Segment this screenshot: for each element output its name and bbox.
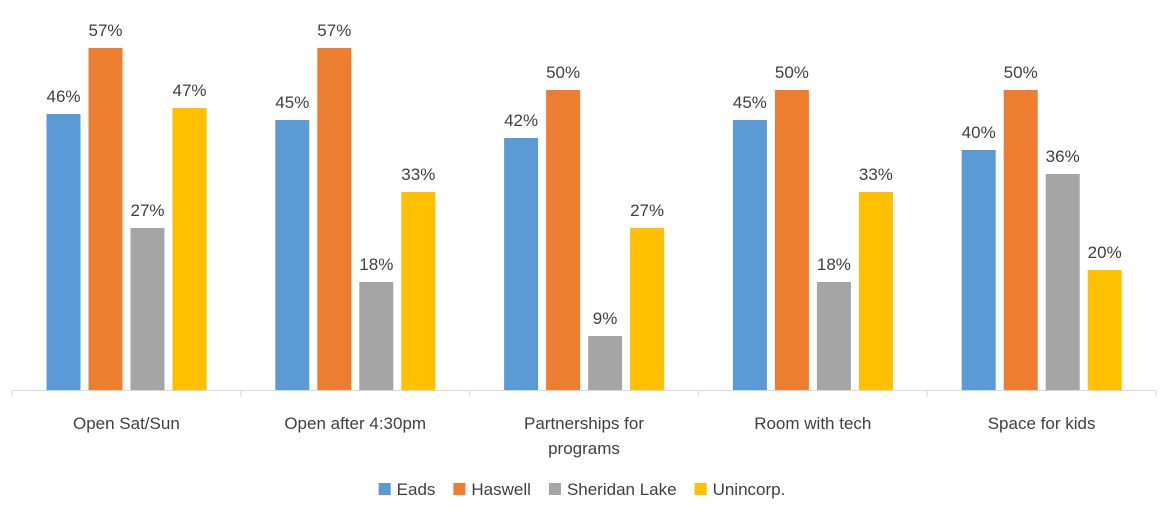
bar-sheridan-lake-1 [130, 228, 165, 390]
bar-eads-4 [732, 120, 767, 390]
bar-sheridan-lake-4 [816, 282, 851, 390]
data-label-unincorp--4: 33% [859, 165, 893, 184]
data-label-eads-4: 45% [733, 93, 767, 112]
bar-eads-3 [504, 138, 539, 390]
legend-label-sheridan-lake: Sheridan Lake [567, 480, 677, 499]
data-label-sheridan-lake-1: 27% [130, 201, 164, 220]
data-label-eads-1: 46% [46, 87, 80, 106]
data-label-sheridan-lake-2: 18% [359, 255, 393, 274]
legend-swatch-eads [378, 483, 391, 495]
data-label-eads-2: 45% [275, 93, 309, 112]
bar-unincorp--2 [401, 192, 436, 390]
category-label-3: Partnerships for [524, 414, 644, 433]
data-label-unincorp--3: 27% [630, 201, 664, 220]
category-label-2: Open after 4:30pm [284, 414, 426, 433]
legend-swatch-unincorp- [694, 483, 707, 495]
bar-eads-2 [275, 120, 310, 390]
legend-swatch-sheridan-lake [548, 483, 561, 495]
bar-eads-1 [46, 114, 81, 390]
bar-sheridan-lake-5 [1045, 174, 1080, 390]
category-label-5: Space for kids [988, 414, 1096, 433]
bar-eads-5 [961, 150, 996, 390]
data-label-sheridan-lake-3: 9% [593, 309, 618, 328]
bar-unincorp--4 [858, 192, 893, 390]
bar-sheridan-lake-3 [588, 336, 623, 390]
bar-unincorp--5 [1087, 270, 1122, 390]
legend-swatch-haswell [453, 483, 466, 495]
bar-sheridan-lake-2 [359, 282, 394, 390]
bar-haswell-5 [1003, 90, 1038, 390]
legend-label-haswell: Haswell [471, 480, 531, 499]
data-label-haswell-1: 57% [88, 21, 122, 40]
data-label-haswell-2: 57% [317, 21, 351, 40]
bar-haswell-3 [546, 90, 581, 390]
data-label-haswell-3: 50% [546, 63, 580, 82]
data-label-eads-5: 40% [962, 123, 996, 142]
data-label-haswell-4: 50% [775, 63, 809, 82]
data-label-unincorp--5: 20% [1088, 243, 1122, 262]
data-label-unincorp--2: 33% [401, 165, 435, 184]
data-label-sheridan-lake-5: 36% [1046, 147, 1080, 166]
data-label-haswell-5: 50% [1004, 63, 1038, 82]
category-label-4: Room with tech [754, 414, 871, 433]
bar-haswell-1 [88, 48, 123, 390]
data-label-unincorp--1: 47% [172, 81, 206, 100]
data-label-sheridan-lake-4: 18% [817, 255, 851, 274]
bar-unincorp--1 [172, 108, 207, 390]
legend-label-unincorp-: Unincorp. [713, 480, 786, 499]
category-label-3: programs [548, 439, 620, 458]
data-label-eads-3: 42% [504, 111, 538, 130]
legend-label-eads: Eads [397, 480, 436, 499]
bar-haswell-4 [774, 90, 809, 390]
bar-haswell-2 [317, 48, 352, 390]
bar-unincorp--3 [630, 228, 665, 390]
category-label-1: Open Sat/Sun [73, 414, 180, 433]
